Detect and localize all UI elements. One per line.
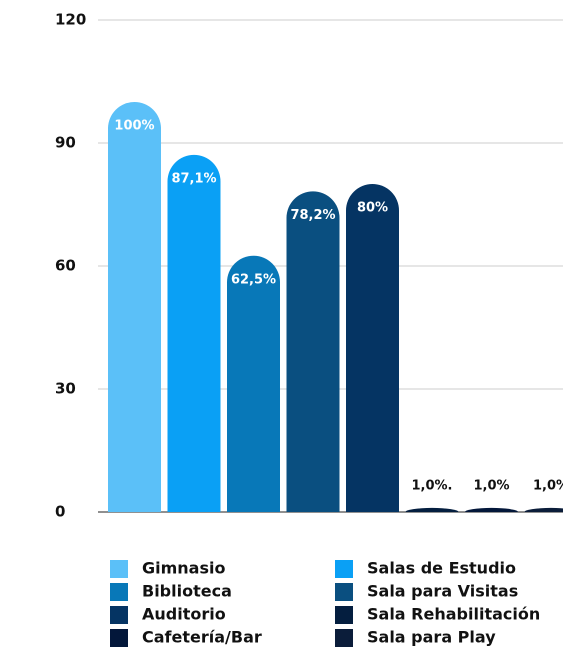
value-label: 100% xyxy=(114,119,154,134)
legend-swatch xyxy=(110,583,128,601)
y-tick-label: 60 xyxy=(55,257,76,275)
legend-label: Sala para Visitas xyxy=(367,582,518,601)
legend-label: Sala para Play xyxy=(367,628,496,647)
bar xyxy=(346,184,399,513)
value-label: 78,2% xyxy=(290,208,335,223)
bar xyxy=(227,255,280,513)
bar xyxy=(167,154,221,512)
bar xyxy=(286,191,340,512)
value-label: 62,5% xyxy=(231,272,276,287)
bar xyxy=(405,507,459,512)
value-label: 87,1% xyxy=(171,171,216,186)
legend-swatch xyxy=(335,606,353,624)
legend-swatch xyxy=(110,560,128,578)
bar xyxy=(465,507,518,512)
value-label: 1,0%. xyxy=(412,478,453,493)
legend-label: Sala Rehabilitación xyxy=(367,605,540,624)
bar xyxy=(524,507,563,512)
legend-swatch xyxy=(110,629,128,647)
y-tick-label: 0 xyxy=(55,503,65,521)
y-tick-label: 30 xyxy=(55,380,76,398)
legend-swatch xyxy=(335,583,353,601)
legend-label: Salas de Estudio xyxy=(367,559,516,578)
legend-swatch xyxy=(335,629,353,647)
value-label: 80% xyxy=(357,201,388,216)
legend-swatch xyxy=(335,560,353,578)
bar xyxy=(108,102,161,512)
legend-swatch xyxy=(110,606,128,624)
y-tick-label: 90 xyxy=(55,134,76,152)
legend-label: Gimnasio xyxy=(142,559,225,578)
legend-label: Cafetería/Bar xyxy=(142,628,262,647)
y-tick-label: 120 xyxy=(55,11,86,29)
value-label: 1,0% xyxy=(473,478,509,493)
legend-label: Auditorio xyxy=(142,605,226,624)
legend-label: Biblioteca xyxy=(142,582,232,601)
value-label: 1,0% xyxy=(533,478,563,493)
